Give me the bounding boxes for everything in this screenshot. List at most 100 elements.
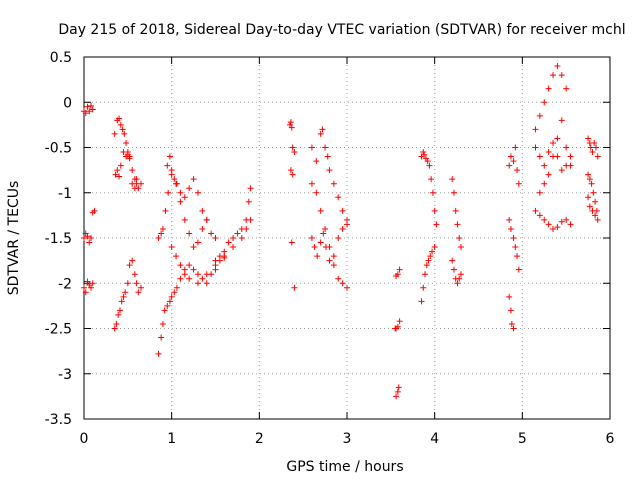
data-point-plus [190,244,197,251]
data-point-plus [586,176,593,183]
data-point-plus [550,72,557,79]
data-point-plus [594,153,601,160]
data-point-plus [510,325,517,332]
data-point-plus [514,253,521,260]
data-point-plus [84,278,91,285]
series-sat-e [112,149,140,192]
data-point-plus [339,207,346,214]
data-point-plus [339,225,346,232]
series-sat-i [164,153,210,251]
data-point-plus [181,194,188,201]
data-point-plus [554,224,561,231]
data-point-plus [194,280,201,287]
data-point-plus [541,180,548,187]
data-point-plus [243,216,250,223]
data-point-plus [137,180,144,187]
data-point-plus [335,235,342,241]
data-point-plus [532,144,539,151]
data-point-plus [506,216,513,223]
data-point-plus [287,119,294,126]
data-point-plus [587,144,594,151]
data-point-plus [320,230,327,237]
data-point-plus [313,189,320,196]
data-point-plus [171,176,178,183]
data-point-plus [216,257,223,264]
series-sat-n [308,221,350,264]
data-point-plus [311,244,318,251]
data-point-plus [536,189,543,196]
data-point-plus [558,117,565,124]
y-axis-ticks: 0.5 0 -0.5 -1 -1.5 -2 -2.5 -3 -3.5 [45,50,610,428]
data-point-plus [585,135,592,142]
data-point-plus [168,167,175,174]
series-sat-k [212,185,254,273]
data-point-plus [221,248,228,255]
y-tick-label: -1.5 [45,231,72,247]
y-axis-label: SDTVAR / TECUs [6,181,22,296]
data-point-plus [123,139,130,146]
data-point-plus [326,257,333,264]
series-sat-z [532,207,574,232]
data-point-plus [164,302,171,309]
data-point-plus [554,63,561,70]
data-point-plus [81,284,87,291]
data-point-plus [291,284,298,291]
data-point-plus [133,176,140,183]
data-point-plus [589,149,596,156]
data-point-plus [164,162,171,169]
data-point-plus [212,266,219,273]
data-point-plus [186,230,193,237]
data-point-plus [449,176,456,183]
data-point-plus [208,230,215,237]
data-point-plus [203,280,210,287]
data-point-plus [394,388,401,395]
data-point-plus [594,216,601,223]
data-point-plus [586,203,593,210]
data-point-plus [508,320,515,327]
series-sat-s [449,176,464,251]
data-point-plus [190,266,197,273]
data-point-plus [545,85,552,92]
series-sat-t [449,257,464,287]
data-point-plus [456,275,463,282]
series-sat-h [155,171,219,241]
data-point-plus [177,262,184,269]
data-point-plus [515,180,522,187]
data-point-plus [119,126,126,133]
data-point-plus [91,207,98,214]
data-point-plus [450,189,457,196]
data-point-plus [234,230,241,237]
data-point-plus [158,334,165,341]
x-tick-label: 4 [430,431,439,447]
data-point-plus [177,198,184,205]
series-sat-w [506,293,517,332]
data-point-plus [116,115,123,122]
data-point-plus [512,144,519,151]
data-point-plus [181,271,188,278]
data-point-plus [190,176,197,183]
data-point-plus [124,151,131,158]
data-point-plus [177,189,184,196]
data-point-plus [124,280,131,287]
data-point-plus [82,110,89,117]
data-point-plus [120,149,127,156]
data-point-plus [456,235,463,241]
data-point-plus [203,271,210,278]
data-point-plus [585,194,592,201]
series-sat-l [287,119,298,291]
series-sat-y [532,139,574,174]
series-sat-v [506,216,522,273]
data-point-plus [450,266,457,273]
data-point-plus [118,298,125,305]
data-point-plus [433,221,440,228]
data-point-plus [541,162,548,169]
data-point-plus [238,235,245,241]
data-point-plus [166,153,173,160]
data-point-plus [137,284,144,291]
data-point-plus [507,307,514,314]
data-point-plus [162,207,169,214]
data-point-plus [449,257,456,264]
data-point-plus [166,298,173,305]
series-sat-q [418,149,440,228]
x-axis-ticks: 0 1 2 3 4 5 6 [80,57,615,447]
